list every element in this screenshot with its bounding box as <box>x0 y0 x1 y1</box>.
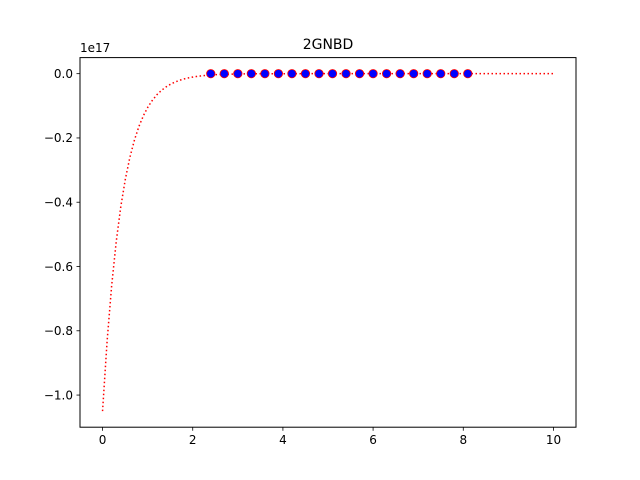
data-point <box>300 69 311 79</box>
x-tick-label: 10 <box>546 433 561 447</box>
data-point <box>246 69 256 79</box>
data-point <box>260 69 270 79</box>
y-tick-label: −0.8 <box>44 324 73 338</box>
data-point <box>287 69 297 79</box>
data-point <box>354 69 365 79</box>
x-tick-label: 6 <box>369 433 377 447</box>
data-point <box>409 69 419 79</box>
plot-frame <box>79 57 577 428</box>
axes-layer: 0 2 4 6 8 10 0.0 −0.2 −0.4 −0.6 −0.8 −1.0 <box>44 67 561 447</box>
x-tick-label: 4 <box>279 433 287 447</box>
data-point <box>219 69 229 79</box>
y-tick-label: −1.0 <box>44 388 73 402</box>
data-point <box>395 69 405 79</box>
plot-area <box>80 57 576 428</box>
x-tick-label: 8 <box>459 433 467 447</box>
data-point <box>368 69 378 79</box>
y-offset-label: 1e17 <box>80 41 110 55</box>
data-point <box>206 69 216 79</box>
data-point <box>463 69 473 79</box>
data-point <box>422 69 432 79</box>
y-tick-label: −0.2 <box>44 131 73 145</box>
data-point <box>341 69 351 79</box>
data-point <box>449 69 459 79</box>
data-point <box>273 69 283 79</box>
y-tick-label: 0.0 <box>54 67 73 81</box>
data-point <box>314 69 324 79</box>
x-tick-label: 0 <box>99 433 107 447</box>
chart-title: 2GNBD <box>303 37 354 53</box>
data-point <box>436 69 446 79</box>
y-tick-label: −0.6 <box>44 260 73 274</box>
data-point <box>327 69 338 79</box>
y-tick-label: −0.4 <box>44 196 73 210</box>
data-point <box>233 69 243 79</box>
series-layer <box>101 69 554 412</box>
data-point <box>382 69 392 79</box>
x-tick-label: 2 <box>189 433 197 447</box>
